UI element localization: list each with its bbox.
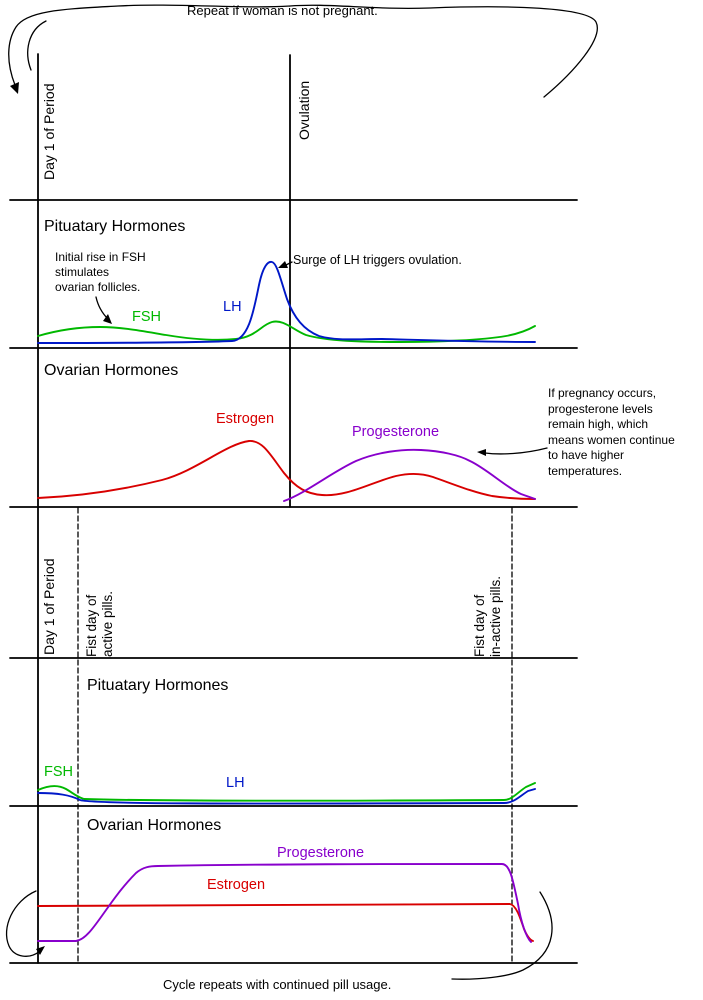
natural-estrogen-label: Estrogen	[216, 411, 275, 427]
ovulation-axis-label: Ovulation	[296, 80, 312, 140]
top-loop-note: Repeat if woman is not pregnant.	[187, 3, 378, 18]
lh-surge-note: Surge of LH triggers ovulation.	[293, 253, 462, 267]
pregnancy-note-arrow	[484, 447, 548, 455]
bottom-loop-right-arrow	[451, 891, 553, 980]
fsh-note-arrowhead-icon	[103, 314, 112, 324]
fsh-note-arrow	[95, 296, 109, 320]
pill-cycle-curves	[37, 782, 536, 943]
pill-lh-label: LH	[226, 775, 245, 791]
frame-lines	[9, 53, 578, 964]
top-loop-arrow	[8, 4, 598, 98]
natural-fsh-label: FSH	[132, 309, 161, 325]
natural-lh-label: LH	[223, 299, 242, 315]
bottom-loop-note: Cycle repeats with continued pill usage.	[163, 977, 392, 992]
top-loop-arrowhead-icon	[10, 82, 19, 94]
pregnancy-note: If pregnancy occurs, progesterone levels…	[548, 386, 675, 478]
pregnancy-note-arrowhead-icon	[477, 449, 486, 456]
top-loop-inner-stroke	[27, 20, 47, 71]
bottom-loop-left-arrow	[5, 890, 41, 957]
pill-estrogen-curve	[37, 903, 534, 942]
natural-ovarian-title: Ovarian Hormones	[44, 362, 179, 379]
lh-note-arrowhead-icon	[278, 261, 288, 268]
pill-day1-axis-label: Day 1 of Period	[41, 558, 57, 656]
natural-estrogen-curve	[37, 440, 536, 500]
natural-fsh-curve	[37, 320, 536, 343]
annotation-arrows	[95, 261, 548, 456]
natural-progesterone-label: Progesterone	[352, 424, 440, 440]
pill-progesterone-curve	[37, 863, 532, 943]
natural-pituitary-title: Pituatary Hormones	[44, 218, 186, 235]
repeat-loop-arrows	[5, 4, 598, 980]
pill-lh-curve	[37, 788, 536, 805]
inactive-pills-axis-label: Fist day of in-active pills.	[472, 575, 503, 657]
pill-estrogen-label: Estrogen	[207, 877, 266, 893]
pill-fsh-curve	[37, 782, 536, 802]
bottom-loop-arrowhead-icon	[36, 946, 45, 955]
pill-ovarian-title: Ovarian Hormones	[87, 817, 222, 834]
pill-progesterone-label: Progesterone	[277, 845, 365, 861]
natural-day1-axis-label: Day 1 of Period	[41, 83, 57, 181]
pill-pituitary-title: Pituatary Hormones	[87, 677, 229, 694]
natural-cycle-curves	[37, 260, 536, 502]
natural-lh-curve	[37, 260, 536, 344]
pill-fsh-label: FSH	[44, 764, 73, 780]
natural-progesterone-curve	[283, 448, 536, 502]
fsh-rise-note: Initial rise in FSH stimulates ovarian f…	[55, 250, 146, 294]
active-pills-axis-label: Fist day of active pills.	[84, 590, 115, 657]
